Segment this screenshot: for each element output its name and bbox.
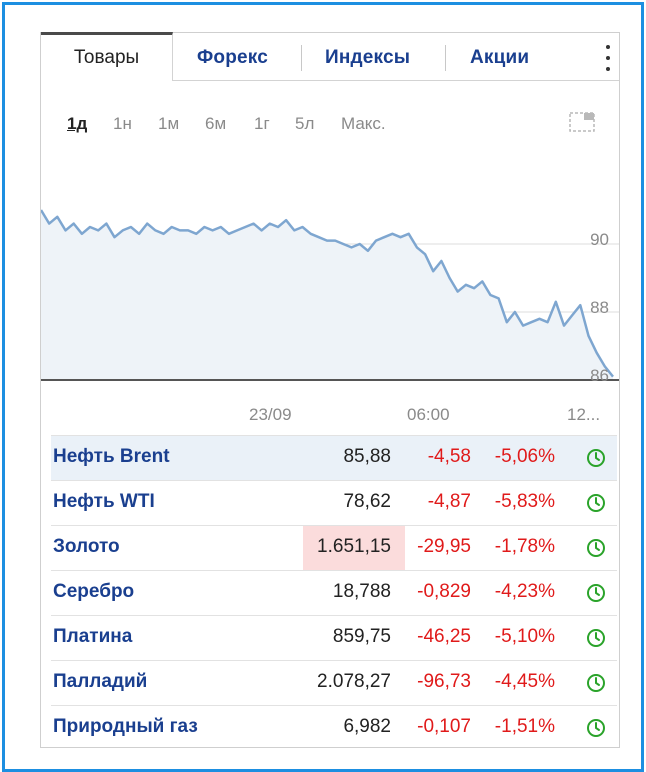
- x-tick-label: 23/09: [249, 405, 292, 424]
- tab-underline: [173, 80, 619, 81]
- clock-icon: [587, 629, 605, 647]
- price-change: -29,95: [417, 536, 471, 557]
- quote-row[interactable]: Нефть Brent 85,88 -4,58 -5,06%: [51, 435, 617, 480]
- range-1m[interactable]: 1м: [158, 114, 180, 133]
- y-tick-label: 86: [590, 366, 609, 385]
- expand-chart-icon[interactable]: [569, 112, 595, 132]
- y-tick-label: 88: [590, 298, 609, 317]
- quote-row[interactable]: Золото 1.651,15 -29,95 -1,78%: [51, 525, 617, 570]
- last-price: 2.078,27: [317, 671, 391, 692]
- price-change-highlight: [303, 526, 405, 570]
- quote-row[interactable]: Платина 859,75 -46,25 -5,10%: [51, 615, 617, 660]
- instrument-name-link[interactable]: Нефть WTI: [53, 491, 155, 512]
- clock-icon: [587, 449, 605, 467]
- quote-row[interactable]: Нефть WTI 78,62 -4,87 -5,83%: [51, 480, 617, 525]
- clock-icon: [587, 584, 605, 602]
- instrument-name-link[interactable]: Серебро: [53, 581, 135, 602]
- price-chart: 90 88 86: [41, 209, 619, 385]
- tab-bar: Товары Форекс Индексы Акции: [41, 32, 619, 81]
- chart-area-fill: [41, 210, 613, 380]
- more-options-icon[interactable]: [604, 45, 612, 71]
- clock-icon: [587, 719, 605, 737]
- price-change: -4,58: [427, 446, 471, 467]
- tab-commodities[interactable]: Товары: [41, 32, 173, 81]
- instrument-name-link[interactable]: Платина: [53, 626, 133, 647]
- y-tick-label: 90: [590, 230, 609, 249]
- x-tick-label: 12...: [567, 405, 601, 424]
- percent-change: -5,10%: [494, 626, 555, 647]
- price-change: -96,73: [417, 671, 471, 692]
- clock-icon: [587, 494, 605, 512]
- last-price: 18,788: [332, 581, 391, 602]
- chart-price-line: [41, 209, 614, 378]
- instrument-name-link[interactable]: Золото: [53, 536, 120, 557]
- last-price: 78,62: [343, 491, 391, 512]
- percent-change: -1,51%: [494, 716, 555, 737]
- instrument-name-link[interactable]: Природный газ: [53, 716, 198, 737]
- price-change: -4,87: [427, 491, 471, 512]
- range-1y[interactable]: 1г: [254, 114, 270, 133]
- quote-row[interactable]: Палладий 2.078,27 -96,73 -4,45%: [51, 660, 617, 705]
- tab-separator: [445, 45, 446, 71]
- price-change: -46,25: [417, 626, 471, 647]
- range-6m[interactable]: 6м: [205, 114, 227, 133]
- percent-change: -5,06%: [494, 446, 555, 467]
- percent-change: -4,45%: [494, 671, 555, 692]
- tab-stocks[interactable]: Акции: [470, 47, 530, 68]
- last-price: 859,75: [332, 626, 391, 647]
- clock-icon: [587, 674, 605, 692]
- range-1w[interactable]: 1н: [113, 114, 132, 133]
- last-price: 1.651,15: [317, 536, 391, 557]
- last-price: 6,982: [343, 716, 391, 737]
- range-max[interactable]: Макс.: [341, 114, 386, 133]
- last-price: 85,88: [343, 446, 391, 467]
- tab-separator: [301, 45, 302, 71]
- percent-change: -4,23%: [494, 581, 555, 602]
- x-tick-label: 06:00: [407, 405, 450, 424]
- instrument-name-link[interactable]: Нефть Brent: [53, 446, 170, 467]
- market-widget: Товары Форекс Индексы Акции 1д 1н 1м 6м …: [40, 32, 620, 748]
- quotes-table: Нефть Brent 85,88 -4,58 -5,06% Нефть WTI 78,6…: [51, 435, 617, 750]
- clock-icon: [587, 539, 605, 557]
- price-change: -0,829: [417, 581, 471, 602]
- percent-change: -5,83%: [494, 491, 555, 512]
- percent-change: -1,78%: [494, 536, 555, 557]
- quote-row[interactable]: Природный газ 6,982 -0,107 -1,51%: [51, 705, 617, 750]
- range-1d[interactable]: 1д: [67, 114, 88, 133]
- tab-forex[interactable]: Форекс: [197, 47, 269, 68]
- tab-indices[interactable]: Индексы: [325, 47, 411, 68]
- range-5y[interactable]: 5л: [295, 114, 315, 133]
- instrument-name-link[interactable]: Палладий: [53, 671, 148, 692]
- quote-row[interactable]: Серебро 18,788 -0,829 -4,23%: [51, 570, 617, 615]
- price-change: -0,107: [417, 716, 471, 737]
